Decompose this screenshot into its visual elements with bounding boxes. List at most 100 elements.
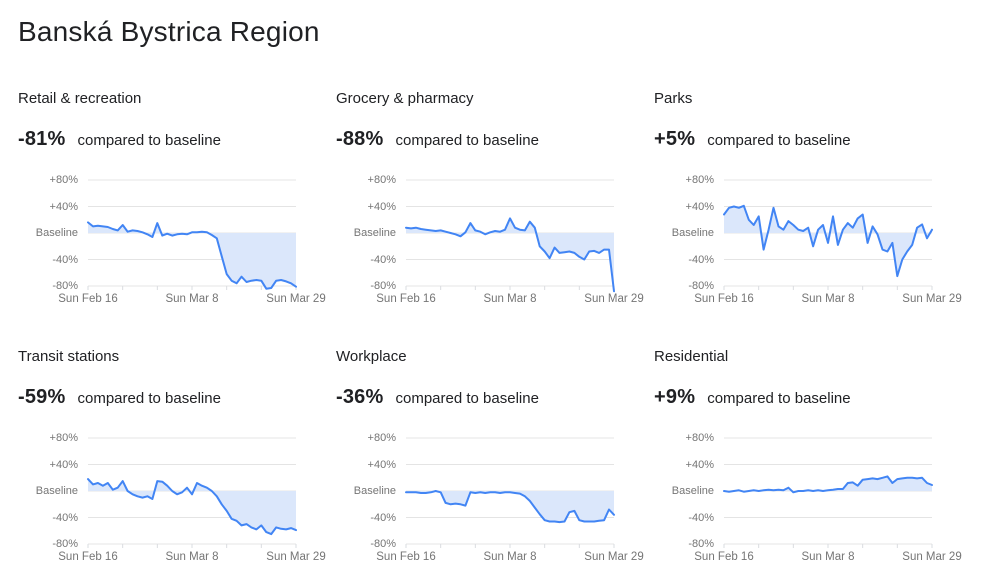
change-subtitle: compared to baseline xyxy=(77,390,221,407)
category-title: Parks xyxy=(654,90,693,107)
y-axis-label: -40% xyxy=(688,253,714,266)
x-axis-label: Sun Feb 16 xyxy=(376,551,436,563)
y-axis-label: +40% xyxy=(367,200,396,213)
x-axis-label: Sun Mar 8 xyxy=(165,293,219,305)
mobility-line-chart: +80% +40% Baseline -40% -80% Sun Feb 16 Sun Ma… xyxy=(336,432,644,568)
x-axis-label: Sun Mar 8 xyxy=(801,551,855,563)
change-value: +5% xyxy=(654,128,696,150)
change-value: -36% xyxy=(336,386,384,408)
x-axis-label: Sun Feb 16 xyxy=(58,293,118,305)
y-axis-label: Baseline xyxy=(35,227,78,239)
chart-panel: Retail & recreation -81% compared to bas… xyxy=(18,90,326,310)
change-subtitle: compared to baseline xyxy=(395,390,539,407)
y-axis-label: -40% xyxy=(370,253,396,266)
chart-panel: Workplace -36% compared to baseline +80%… xyxy=(336,348,644,568)
y-axis-label: +80% xyxy=(685,174,714,186)
line-chart-svg xyxy=(723,179,933,290)
x-axis-label: Sun Feb 16 xyxy=(694,293,754,305)
category-title: Residential xyxy=(654,348,729,365)
x-axis-label: Sun Mar 8 xyxy=(483,293,537,305)
y-axis-label: -80% xyxy=(688,280,714,292)
y-axis-label: -40% xyxy=(52,511,78,524)
mobility-line-chart: +80% +40% Baseline -40% -80% Sun Feb 16 Sun Ma… xyxy=(18,174,326,310)
x-axis-label: Sun Feb 16 xyxy=(376,293,436,305)
y-axis-label: Baseline xyxy=(353,227,396,239)
line-chart-svg xyxy=(405,437,615,548)
change-summary: -88% compared to baseline xyxy=(336,128,628,151)
category-title: Retail & recreation xyxy=(18,90,142,107)
page-title: Banská Bystrica Region xyxy=(18,16,320,47)
mobility-line-chart: +80% +40% Baseline -40% -80% Sun Feb 16 Sun Ma… xyxy=(18,432,326,568)
charts-grid: Retail & recreation -81% compared to bas… xyxy=(18,90,1000,568)
mobility-trend-line xyxy=(87,478,297,536)
mobility-trend-line xyxy=(723,204,933,278)
y-axis-label: +40% xyxy=(49,458,78,471)
y-axis-label: -80% xyxy=(370,280,396,292)
change-value: -59% xyxy=(18,386,66,408)
change-subtitle: compared to baseline xyxy=(77,132,221,149)
y-axis-label: Baseline xyxy=(353,485,396,497)
x-axis-label: Sun Feb 16 xyxy=(58,551,118,563)
change-value: +9% xyxy=(654,386,696,408)
change-summary: +9% compared to baseline xyxy=(654,386,946,409)
change-subtitle: compared to baseline xyxy=(395,132,539,149)
y-axis-label: +40% xyxy=(685,458,714,471)
y-axis-label: Baseline xyxy=(35,485,78,497)
mobility-trend-line xyxy=(87,221,297,290)
y-axis-label: -40% xyxy=(52,253,78,266)
chart-panel: Residential +9% compared to baseline +80… xyxy=(654,348,962,568)
chart-panel: Transit stations -59% compared to baseli… xyxy=(18,348,326,568)
baseline-deviation-area xyxy=(88,479,296,535)
y-axis-label: Baseline xyxy=(671,485,714,497)
y-axis-label: Baseline xyxy=(671,227,714,239)
category-title: Workplace xyxy=(336,348,407,365)
category-title: Grocery & pharmacy xyxy=(336,90,474,107)
change-subtitle: compared to baseline xyxy=(707,390,851,407)
y-axis-label: +40% xyxy=(685,200,714,213)
x-axis-label: Sun Mar 29 xyxy=(584,293,644,305)
x-axis-label: Sun Mar 29 xyxy=(902,293,962,305)
mobility-trend-line xyxy=(405,490,615,524)
change-value: -81% xyxy=(18,128,66,150)
y-axis-label: -80% xyxy=(52,538,78,550)
baseline-deviation-area xyxy=(88,222,296,289)
y-axis-label: +80% xyxy=(367,174,396,186)
mobility-line-chart: +80% +40% Baseline -40% -80% Sun Feb 16 Sun Ma… xyxy=(654,174,962,310)
mobility-line-chart: +80% +40% Baseline -40% -80% Sun Feb 16 Sun Ma… xyxy=(654,432,962,568)
line-chart-svg xyxy=(87,179,297,290)
chart-panel: Parks +5% compared to baseline +80% +40% B… xyxy=(654,90,962,310)
mobility-trend-line xyxy=(723,475,933,494)
y-axis-label: +80% xyxy=(685,432,714,444)
y-axis-label: -80% xyxy=(688,538,714,550)
change-summary: -36% compared to baseline xyxy=(336,386,628,409)
change-summary: +5% compared to baseline xyxy=(654,128,946,151)
y-axis-label: -80% xyxy=(370,538,396,550)
x-axis-label: Sun Mar 29 xyxy=(902,551,962,563)
x-axis-label: Sun Feb 16 xyxy=(694,551,754,563)
mobility-line-chart: +80% +40% Baseline -40% -80% Sun Feb 16 Sun Ma… xyxy=(336,174,644,310)
line-chart-svg xyxy=(405,179,615,293)
y-axis-label: +80% xyxy=(49,432,78,444)
chart-panel: Grocery & pharmacy -88% compared to base… xyxy=(336,90,644,310)
change-subtitle: compared to baseline xyxy=(707,132,851,149)
x-axis-label: Sun Mar 8 xyxy=(165,551,219,563)
y-axis-label: +40% xyxy=(367,458,396,471)
x-axis-label: Sun Mar 29 xyxy=(266,551,326,563)
change-summary: -59% compared to baseline xyxy=(18,386,310,409)
line-chart-svg xyxy=(723,437,933,548)
x-axis-label: Sun Mar 8 xyxy=(801,293,855,305)
y-axis-label: -40% xyxy=(370,511,396,524)
category-title: Transit stations xyxy=(18,348,120,365)
line-chart-svg xyxy=(87,437,297,548)
y-axis-label: +80% xyxy=(49,174,78,186)
x-axis-label: Sun Mar 29 xyxy=(266,293,326,305)
change-value: -88% xyxy=(336,128,384,150)
y-axis-label: +40% xyxy=(49,200,78,213)
baseline-deviation-area xyxy=(406,218,614,292)
mobility-trend-line xyxy=(405,217,615,293)
x-axis-label: Sun Mar 29 xyxy=(584,551,644,563)
y-axis-label: +80% xyxy=(367,432,396,444)
y-axis-label: -40% xyxy=(688,511,714,524)
change-summary: -81% compared to baseline xyxy=(18,128,310,151)
y-axis-label: -80% xyxy=(52,280,78,292)
